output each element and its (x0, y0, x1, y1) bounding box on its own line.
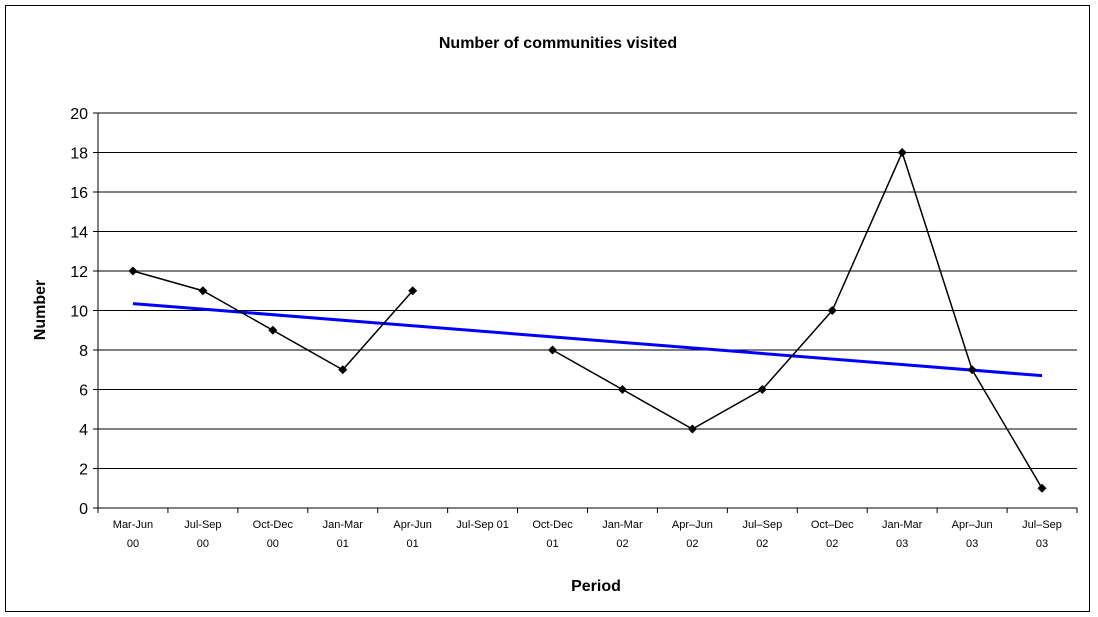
data-point (897, 148, 907, 157)
x-tick-label: Jul-Sep 01 (456, 519, 509, 531)
y-axis-title: Number (32, 280, 49, 340)
trend-line (132, 302, 1043, 378)
x-tick-label: Jan-Mar (323, 519, 364, 531)
x-tick-label: 03 (896, 538, 908, 550)
x-tick-label: 01 (337, 538, 349, 550)
x-tick-label: 03 (966, 538, 978, 550)
y-tick-label: 8 (79, 343, 88, 360)
x-tick-label: Jan-Mar (882, 519, 923, 531)
data-point (1037, 483, 1047, 493)
data-point (967, 365, 977, 375)
x-tick-label: Jul–Sep (1022, 519, 1062, 531)
data-point (268, 325, 278, 335)
y-tick-label: 0 (79, 501, 88, 518)
y-tick-label: 6 (79, 383, 88, 400)
x-tick-label: Mar-Jun (113, 519, 153, 531)
x-tick-label: 00 (197, 538, 209, 550)
data-point (757, 385, 767, 394)
data-point (408, 286, 418, 296)
y-tick-label: 4 (79, 422, 88, 439)
y-tick-label: 14 (70, 225, 88, 242)
x-tick-label: Oct-Dec (532, 519, 573, 531)
chart-title: Number of communities visited (439, 35, 677, 52)
data-point (548, 345, 558, 355)
y-tick-label: 12 (70, 264, 88, 281)
y-tick-label: 10 (70, 304, 88, 321)
x-tick-label: Oct-Dec (253, 519, 294, 531)
data-point (687, 424, 697, 434)
data-point (617, 385, 627, 394)
x-tick-label: Apr-Jun (393, 519, 432, 531)
x-tick-label: Apr–Jun (952, 519, 993, 531)
data-point (338, 365, 348, 375)
x-tick-label: 02 (826, 538, 838, 550)
y-tick-label: 20 (70, 106, 88, 123)
series-line (132, 270, 414, 371)
series-line (552, 150, 1043, 489)
x-tick-label: 00 (267, 538, 279, 550)
data-point (128, 266, 138, 276)
x-tick-label: Jul–Sep (742, 519, 782, 531)
y-tick-label: 18 (70, 146, 88, 163)
x-tick-label: 01 (546, 538, 558, 550)
y-tick-label: 16 (70, 185, 88, 202)
x-tick-label: Jul-Sep (184, 519, 221, 531)
x-tick-label: 02 (756, 538, 768, 550)
x-tick-label: 01 (407, 538, 419, 550)
x-tick-label: Apr–Jun (672, 519, 713, 531)
data-point (827, 306, 837, 315)
x-axis-title: Period (571, 578, 621, 595)
x-tick-label: 02 (686, 538, 698, 550)
x-tick-label: 03 (1036, 538, 1048, 550)
x-tick-label: 00 (127, 538, 139, 550)
plot-area: 02468101214161820Mar-Jun00Jul-Sep00Oct-D… (70, 106, 1078, 550)
x-tick-label: Jan-Mar (602, 519, 643, 531)
x-tick-label: Oct–Dec (811, 519, 854, 531)
x-tick-label: 02 (616, 538, 628, 550)
y-tick-label: 2 (79, 462, 88, 479)
data-point (198, 286, 208, 296)
